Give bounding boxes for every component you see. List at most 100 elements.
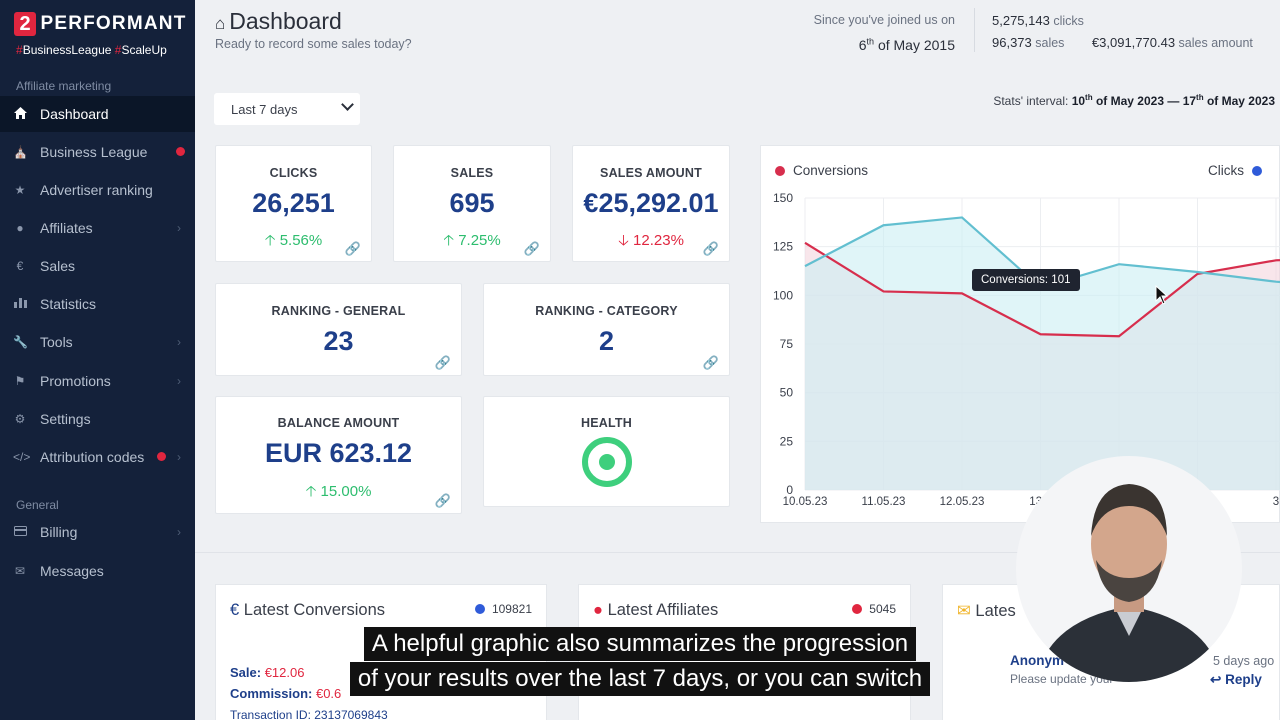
gear-icon: ⚙ (14, 412, 26, 426)
clicks-delta: 🡡 5.56% (264, 232, 323, 249)
chevron-right-icon: › (177, 374, 181, 388)
mouse-cursor-icon (1155, 285, 1169, 305)
card-ranking-general: RANKING - GENERAL 23 🔗 (215, 283, 462, 376)
sidebar-item-advertiser-ranking[interactable]: ★ Advertiser ranking (0, 172, 195, 208)
conversion-sale: Sale: €12.06 (230, 665, 305, 680)
page-subtitle: Ready to record some sales today? (215, 37, 412, 51)
chart-svg: 0 25 50 75 100 125 150 10.05.23 11.05.23 12.05.23… (773, 191, 1280, 508)
clicks-value: 26,251 (252, 188, 335, 218)
total-clicks: 5,275,143 (992, 13, 1050, 28)
main-content: ⌂ Dashboard Ready to record some sales to… (195, 0, 1280, 720)
period-select[interactable]: Last 7 days (214, 93, 360, 125)
sidebar-item-label: Business League (40, 144, 148, 160)
conversions-count: 109821 (474, 602, 532, 616)
sidebar-item-business-league[interactable]: ⛪ Business League (0, 134, 195, 170)
card-sales: SALES 695 🡡 7.25% 🔗 (393, 145, 551, 262)
sidebar-item-label: Promotions (40, 373, 111, 389)
notification-dot (157, 452, 166, 461)
total-sales: 96,373 (992, 35, 1032, 50)
message-author[interactable]: Anonym (1010, 653, 1064, 668)
sidebar-item-billing[interactable]: Billing › (0, 514, 195, 550)
panel-title: ✉ Lates (957, 602, 1016, 620)
sidebar-item-label: Advertiser ranking (40, 182, 153, 198)
sidebar-item-label: Tools (40, 334, 73, 350)
sales-delta: 🡡 7.25% (443, 232, 501, 249)
brand-name: PERFORMANT (40, 13, 187, 34)
reply-icon: ↩ (1210, 672, 1222, 687)
sales-value: 695 (449, 188, 495, 218)
caption-line-1: A helpful graphic also summarizes the pr… (363, 627, 917, 661)
conversions-clicks-chart: 0 25 50 75 100 125 150 10.05.23 11.05.23 12.05.23… (760, 145, 1280, 523)
sidebar-item-label: Affiliates (40, 220, 93, 236)
legend-marker (775, 165, 785, 176)
conversion-transaction-id: Transaction ID: 23137069843 (230, 708, 388, 720)
sidebar-item-promotions[interactable]: ⚑ Promotions › (0, 363, 195, 399)
x-tick-label: 10.05.23 (783, 496, 828, 508)
y-tick-label: 50 (780, 386, 794, 400)
card-health: HEALTH (483, 396, 730, 507)
sales-amount-value: €25,292.01 (583, 188, 719, 218)
ranking-category-value: 2 (598, 326, 615, 356)
sidebar-item-messages[interactable]: ✉ Messages (0, 553, 195, 589)
balance-delta: 🡡 15.00% (305, 483, 372, 500)
link-icon[interactable]: 🔗 (344, 241, 361, 256)
link-icon[interactable]: 🔗 (702, 355, 719, 370)
reply-button[interactable]: ↩ Reply (1210, 672, 1262, 687)
x-tick-label: 3 (1273, 496, 1279, 508)
legend-conversions[interactable]: Conversions (775, 163, 868, 178)
conversion-commission: Commission: €0.6 (230, 686, 342, 701)
legend-clicks[interactable]: Clicks (1208, 163, 1262, 178)
sidebar-section-affiliate: Affiliate marketing (16, 79, 112, 93)
ranking-general-value: 23 (323, 326, 354, 356)
joined-date: 6th of May 2015 (858, 36, 955, 53)
total-amount: €3,091,770.43 (1091, 35, 1176, 50)
chevron-right-icon: › (177, 450, 181, 464)
sidebar-item-settings[interactable]: ⚙ Settings (0, 401, 195, 437)
series-area-clicks (805, 217, 1280, 490)
y-tick-label: 100 (773, 288, 793, 302)
y-tick-label: 0 (786, 483, 793, 497)
section-divider (195, 552, 1280, 553)
euro-icon: € (230, 601, 240, 619)
card-clicks: CLICKS 26,251 🡡 5.56% 🔗 (215, 145, 372, 262)
sidebar-item-label: Billing (40, 524, 78, 540)
sidebar-section-general: General (16, 498, 59, 512)
sidebar-item-affiliates[interactable]: ● Affiliates › (0, 210, 195, 246)
link-icon[interactable]: 🔗 (702, 241, 719, 256)
notification-dot (176, 147, 185, 156)
y-tick-label: 25 (780, 434, 794, 448)
y-tick-label: 75 (780, 337, 794, 351)
legend-marker (1252, 165, 1262, 176)
sidebar-item-label: Statistics (40, 296, 97, 312)
affiliates-count: 5045 (852, 602, 896, 616)
sidebar-item-dashboard[interactable]: Dashboard (0, 96, 195, 132)
sales-amount-delta: 🡣 12.23% (618, 232, 684, 249)
chevron-right-icon: › (177, 525, 181, 539)
link-icon[interactable]: 🔗 (434, 355, 451, 370)
star-icon: ★ (14, 183, 26, 197)
page-title: ⌂ Dashboard (215, 8, 342, 34)
sidebar-item-attribution-codes[interactable]: </> Attribution codes › (0, 439, 195, 475)
x-tick-label: 12.05.23 (940, 496, 985, 508)
joined-label: Since you've joined us on (813, 13, 955, 27)
link-icon[interactable]: 🔗 (434, 493, 451, 508)
sidebar-item-sales[interactable]: € Sales (0, 248, 195, 284)
sidebar-item-label: Dashboard (40, 106, 109, 122)
video-captions: A helpful graphic also summarizes the pr… (0, 627, 1280, 697)
user-icon: ● (16, 221, 24, 235)
message-preview: Please update your (1010, 672, 1114, 686)
bar-chart-icon (13, 297, 27, 311)
sidebar-item-statistics[interactable]: Statistics (0, 286, 195, 322)
euro-icon: € (16, 259, 24, 273)
user-icon: ● (593, 601, 603, 619)
sidebar-item-tools[interactable]: 🔧 Tools › (0, 324, 195, 360)
y-tick-label: 125 (773, 240, 793, 254)
series-line-conversions (804, 241, 1280, 338)
brand-logo[interactable]: 2 PERFORMANT (14, 12, 187, 36)
message-age: 5 days ago (1213, 654, 1275, 668)
code-icon: </> (13, 450, 31, 464)
link-icon[interactable]: 🔗 (523, 241, 540, 256)
chevron-down-icon (341, 98, 354, 111)
bank-icon: ⛪ (13, 145, 28, 159)
account-totals: 5,275,143 clicks 96,373 sales €3,091,770… (992, 13, 1253, 50)
